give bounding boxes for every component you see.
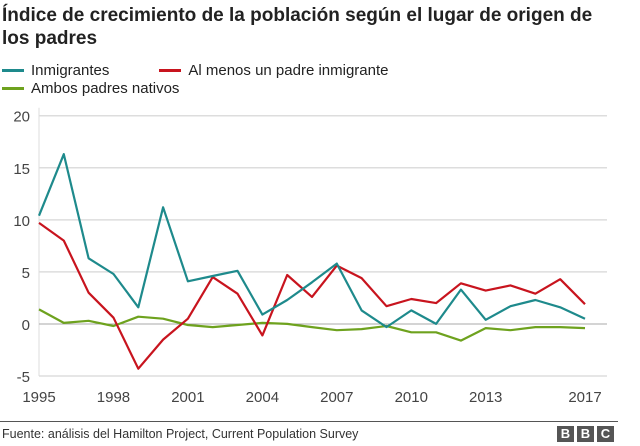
legend-swatch [2, 69, 24, 72]
series-line-inmigrantes [37, 153, 586, 329]
y-tick-label: -5 [17, 369, 30, 386]
footer-divider [0, 421, 618, 422]
legend-label: Ambos padres nativos [31, 80, 180, 97]
legend-label: Inmigrantes [31, 62, 110, 79]
x-tick-label: 2004 [246, 389, 279, 406]
legend-row-2: Ambos padres nativos [2, 80, 205, 97]
legend-item-inmigrantes: Inmigrantes [2, 62, 109, 79]
line-chart: 20 15 10 5 0 -5 1995 1998 2001 2004 2007 2010 2013 20… [13, 107, 607, 406]
x-tick-label: 2001 [171, 389, 204, 406]
bbc-logo-letter: C [597, 426, 614, 442]
legend-row-1: Inmigrantes Al menos un padre inmigrante [2, 62, 415, 79]
y-tick-label: 15 [13, 161, 30, 178]
x-tick-label: 2007 [320, 389, 353, 406]
y-tick-label: 10 [13, 213, 30, 230]
bbc-logo: B B C [557, 426, 614, 442]
x-tick-label: 1995 [22, 389, 55, 406]
legend-item-ambos-padres-nativos: Ambos padres nativos [2, 80, 179, 97]
y-tick-label: 20 [13, 109, 30, 126]
series-line-ambos-padres-nativos [38, 308, 586, 342]
x-tick-label: 2013 [469, 389, 502, 406]
series-line-al-menos-un-padre-inmigrante [38, 222, 586, 370]
chart-title: Índice de crecimiento de la población se… [2, 5, 593, 49]
legend-swatch [2, 87, 24, 90]
x-tick-label: 1998 [97, 389, 130, 406]
bbc-logo-letter: B [557, 426, 574, 442]
y-tick-label: 0 [22, 317, 30, 334]
legend-label: Al menos un padre inmigrante [188, 62, 389, 79]
y-tick-label: 5 [22, 265, 30, 282]
x-tick-label: 2010 [395, 389, 428, 406]
source-note: Fuente: análisis del Hamilton Project, C… [2, 427, 359, 441]
x-tick-label: 2017 [568, 389, 601, 406]
bbc-logo-letter: B [577, 426, 594, 442]
legend-item-al-menos-un-padre: Al menos un padre inmigrante [159, 62, 389, 79]
legend-swatch [159, 69, 182, 72]
